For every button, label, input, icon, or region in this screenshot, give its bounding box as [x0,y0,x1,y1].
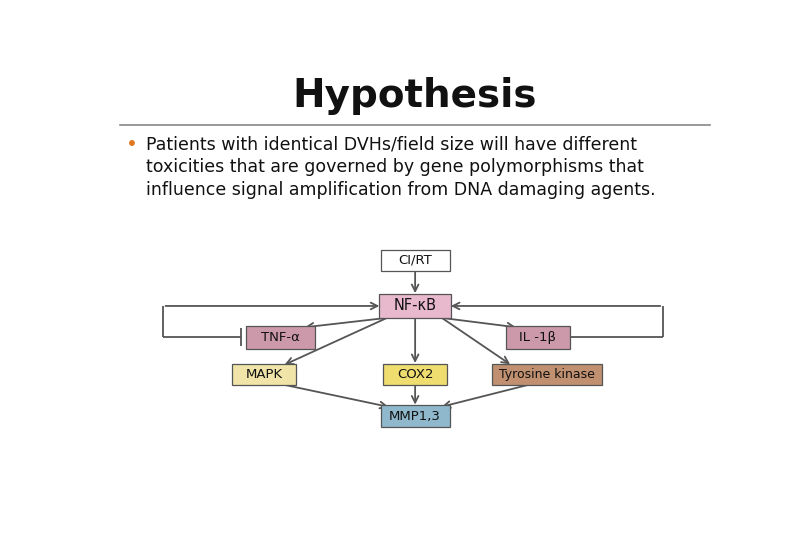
Text: •: • [126,136,139,154]
Text: IL -1β: IL -1β [519,330,556,343]
Text: TNF-α: TNF-α [261,330,300,343]
Text: Tyrosine kinase: Tyrosine kinase [499,368,595,381]
FancyBboxPatch shape [505,326,569,349]
FancyBboxPatch shape [245,326,314,349]
Text: MMP1,3: MMP1,3 [389,410,441,423]
Text: Hypothesis: Hypothesis [293,77,537,115]
FancyBboxPatch shape [383,364,447,386]
Text: NF-κB: NF-κB [394,299,437,313]
FancyBboxPatch shape [232,364,296,386]
FancyBboxPatch shape [381,406,450,427]
FancyBboxPatch shape [492,364,602,386]
Text: influence signal amplification from DNA damaging agents.: influence signal amplification from DNA … [147,181,656,199]
Text: Patients with identical DVHs/field size will have different: Patients with identical DVHs/field size … [147,136,637,153]
Text: COX2: COX2 [397,368,433,381]
Text: CI/RT: CI/RT [399,254,432,267]
Text: MAPK: MAPK [246,368,283,381]
FancyBboxPatch shape [379,294,451,318]
Text: toxicities that are governed by gene polymorphisms that: toxicities that are governed by gene pol… [147,158,644,177]
FancyBboxPatch shape [381,250,450,271]
